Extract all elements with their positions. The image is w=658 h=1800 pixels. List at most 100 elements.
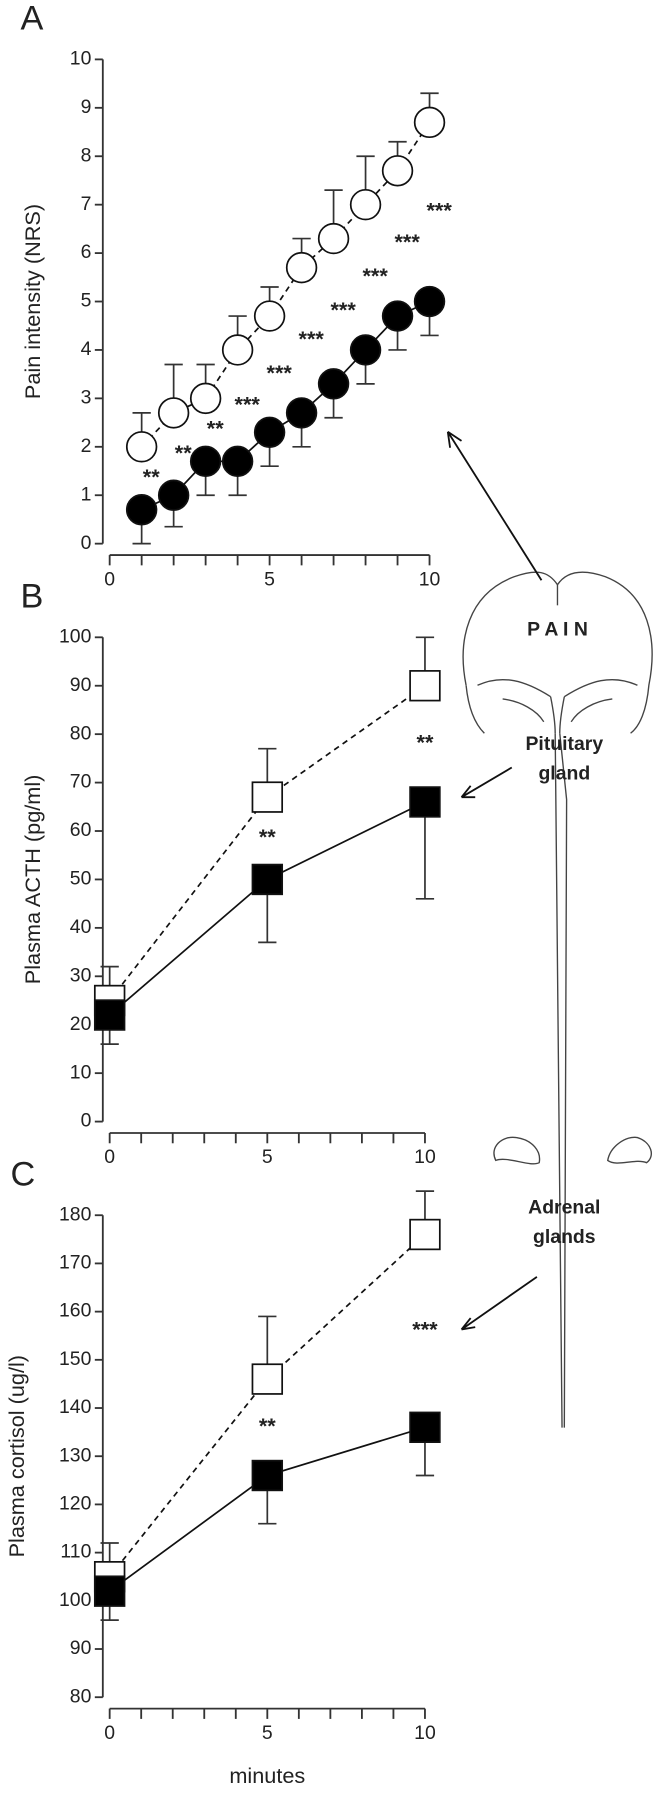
y-tick-label: 70 xyxy=(70,771,92,793)
significance: ** xyxy=(417,730,434,755)
series-line xyxy=(108,1233,426,1578)
y-tick-label: 120 xyxy=(59,1493,92,1515)
significance: ** xyxy=(175,440,192,465)
y-axis-title: Plasma cortisol (ug/l) xyxy=(4,1355,29,1557)
x-axis-title: minutes xyxy=(229,1763,305,1788)
point xyxy=(93,999,126,1031)
significance: ** xyxy=(259,824,276,849)
y-tick-label: 100 xyxy=(59,1589,92,1611)
y-tick-label: 0 xyxy=(81,532,92,554)
significance: ** xyxy=(207,416,224,441)
y-tick-label: 5 xyxy=(81,290,92,312)
y-tick-label: 80 xyxy=(70,1685,92,1707)
point xyxy=(317,222,350,255)
point xyxy=(251,1363,284,1395)
y-tick-label: 50 xyxy=(70,868,92,890)
point xyxy=(93,1575,126,1607)
x-tick-label: 10 xyxy=(414,1146,436,1168)
y-axis-title: Pain intensity (NRS) xyxy=(20,204,45,399)
x-tick-label: 5 xyxy=(262,1722,273,1744)
y-axis-title: Plasma ACTH (pg/ml) xyxy=(20,775,45,985)
point xyxy=(125,431,158,463)
adrenal-label: glands xyxy=(533,1226,596,1248)
y-tick-label: 110 xyxy=(60,1541,91,1563)
y-tick-label: 60 xyxy=(70,819,92,841)
significance: *** xyxy=(235,391,261,416)
y-tick-label: 3 xyxy=(81,387,92,409)
y-tick-label: 40 xyxy=(70,916,92,938)
x-tick-label: 5 xyxy=(262,1146,273,1168)
y-tick-label: 100 xyxy=(59,625,92,647)
y-tick-label: 30 xyxy=(70,964,92,986)
point xyxy=(349,334,382,366)
brain-label: P A I N xyxy=(527,619,588,641)
significance: ** xyxy=(143,464,160,489)
point xyxy=(251,781,284,813)
point xyxy=(409,786,441,818)
point xyxy=(381,155,414,187)
y-tick-label: 180 xyxy=(59,1203,92,1225)
y-tick-label: 4 xyxy=(81,338,92,360)
significance: *** xyxy=(267,360,293,385)
adrenal-gland xyxy=(606,1136,652,1164)
y-tick-label: 0 xyxy=(81,1110,92,1132)
point xyxy=(251,863,284,896)
y-tick-label: 9 xyxy=(81,96,92,118)
y-tick-label: 90 xyxy=(70,1637,92,1659)
y-tick-label: 160 xyxy=(59,1300,92,1322)
point xyxy=(189,445,222,478)
point xyxy=(413,285,446,318)
x-tick-label: 10 xyxy=(414,1722,436,1744)
y-tick-label: 1 xyxy=(81,483,92,505)
point xyxy=(409,1411,441,1444)
pituitary-label: Pituitary xyxy=(525,733,603,755)
series-line xyxy=(141,300,430,511)
point xyxy=(157,397,190,429)
y-tick-label: 90 xyxy=(70,674,92,696)
point xyxy=(253,300,286,332)
x-tick-label: 0 xyxy=(104,568,115,590)
point xyxy=(189,382,222,415)
significance: *** xyxy=(394,229,420,254)
significance: ** xyxy=(259,1413,276,1438)
y-tick-label: 10 xyxy=(70,48,92,70)
arrows xyxy=(446,430,543,1331)
significance: *** xyxy=(426,198,452,223)
significance: *** xyxy=(330,297,356,322)
arrow xyxy=(460,766,513,799)
y-tick-label: 7 xyxy=(81,193,92,215)
point xyxy=(221,334,254,366)
point xyxy=(413,106,446,139)
y-tick-label: 10 xyxy=(70,1061,92,1083)
y-tick-label: 2 xyxy=(81,435,92,457)
y-tick-label: 150 xyxy=(59,1348,92,1370)
point xyxy=(349,188,382,221)
x-tick-label: 0 xyxy=(104,1146,115,1168)
panel-label: C xyxy=(10,1155,35,1193)
point xyxy=(125,494,158,526)
series-line xyxy=(141,121,431,448)
point xyxy=(409,670,441,702)
y-tick-label: 20 xyxy=(70,1013,92,1035)
point xyxy=(381,300,414,332)
y-tick-label: 170 xyxy=(59,1252,92,1274)
adrenal-gland xyxy=(493,1136,541,1165)
panel-label: B xyxy=(21,578,44,616)
significance: *** xyxy=(362,263,388,288)
adrenal-label: Adrenal xyxy=(528,1197,600,1219)
y-tick-label: 140 xyxy=(59,1396,92,1418)
significance: *** xyxy=(299,326,325,351)
point xyxy=(221,445,254,478)
point xyxy=(253,416,286,448)
pituitary-label: gland xyxy=(538,762,590,784)
x-tick-label: 0 xyxy=(104,1722,115,1744)
error-bar xyxy=(415,801,435,900)
point xyxy=(285,251,318,284)
y-tick-label: 8 xyxy=(81,144,92,166)
y-tick-label: 80 xyxy=(70,722,92,744)
point xyxy=(157,479,190,511)
arrow xyxy=(446,430,543,581)
y-tick-label: 130 xyxy=(59,1444,92,1466)
